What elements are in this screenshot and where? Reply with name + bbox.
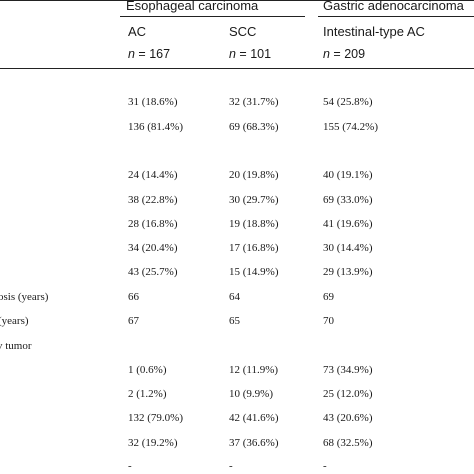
cell-scc: 37 (36.6%): [229, 437, 279, 449]
cell-ac: 31 (18.6%): [128, 96, 178, 108]
row-label-age-diagnosis: osis (years): [0, 291, 49, 303]
cell-scc: 42 (41.6%): [229, 412, 279, 424]
cell-ac: 24 (14.4%): [128, 169, 178, 181]
cell-scc: 20 (19.8%): [229, 169, 279, 181]
cell-intestinal: 43 (20.6%): [323, 412, 373, 424]
row-label-tumor: v tumor: [0, 340, 32, 352]
n-symbol: n: [323, 47, 330, 61]
cell-intestinal: 73 (34.9%): [323, 364, 373, 376]
cell-ac: 1 (0.6%): [128, 364, 167, 376]
cell-intestinal: 69: [323, 291, 334, 303]
cell-scc: 64: [229, 291, 240, 303]
cell-scc: 17 (16.8%): [229, 242, 279, 254]
cell-intestinal: 54 (25.8%): [323, 96, 373, 108]
cell-ac: 38 (22.8%): [128, 194, 178, 206]
cell-intestinal: 68 (32.5%): [323, 437, 373, 449]
cell-intestinal: 30 (14.4%): [323, 242, 373, 254]
n-value: = 167: [134, 47, 171, 61]
cell-ac: 66: [128, 291, 139, 303]
cell-intestinal: 41 (19.6%): [323, 218, 373, 230]
column-header-ac: AC: [128, 24, 147, 39]
cell-scc: 30 (29.7%): [229, 194, 279, 206]
n-symbol: n: [229, 47, 236, 61]
n-symbol: n: [128, 47, 135, 61]
cell-ac: 67: [128, 315, 139, 327]
cell-ac: 34 (20.4%): [128, 242, 178, 254]
n-value: = 209: [329, 47, 366, 61]
cell-ac: 132 (79.0%): [128, 412, 183, 424]
cell-scc: 65: [229, 315, 240, 327]
group-rule-esophageal: [120, 16, 305, 17]
cell-intestinal: 25 (12.0%): [323, 388, 373, 400]
group-header-esophageal: Esophageal carcinoma: [126, 0, 259, 13]
n-value: = 101: [235, 47, 272, 61]
sample-size-intestinal: n = 209: [323, 47, 365, 61]
cell-intestinal: 69 (33.0%): [323, 194, 373, 206]
cell-scc: 15 (14.9%): [229, 266, 279, 278]
cell-scc: 32 (31.7%): [229, 96, 279, 108]
cell-ac: -: [128, 460, 132, 472]
cell-ac: 32 (19.2%): [128, 437, 178, 449]
table-top-rule: [0, 0, 474, 1]
group-rule-gastric: [318, 16, 474, 17]
cell-intestinal: -: [323, 460, 327, 472]
cell-scc: 12 (11.9%): [229, 364, 279, 376]
cell-intestinal: 70: [323, 315, 334, 327]
cell-intestinal: 29 (13.9%): [323, 266, 373, 278]
row-label-age-years: (years): [0, 315, 29, 327]
cell-scc: -: [229, 460, 233, 472]
sample-size-ac: n = 167: [128, 47, 170, 61]
group-header-gastric: Gastric adenocarcinoma: [323, 0, 464, 13]
column-header-intestinal: Intestinal-type AC: [323, 24, 425, 39]
cell-ac: 2 (1.2%): [128, 388, 167, 400]
cell-ac: 43 (25.7%): [128, 266, 178, 278]
cell-intestinal: 40 (19.1%): [323, 169, 373, 181]
sample-size-scc: n = 101: [229, 47, 271, 61]
cell-scc: 10 (9.9%): [229, 388, 273, 400]
cell-intestinal: 155 (74.2%): [323, 121, 378, 133]
cell-scc: 19 (18.8%): [229, 218, 279, 230]
cell-scc: 69 (68.3%): [229, 121, 279, 133]
cell-ac: 136 (81.4%): [128, 121, 183, 133]
header-bottom-rule: [0, 68, 474, 69]
column-header-scc: SCC: [229, 24, 257, 39]
cell-ac: 28 (16.8%): [128, 218, 178, 230]
